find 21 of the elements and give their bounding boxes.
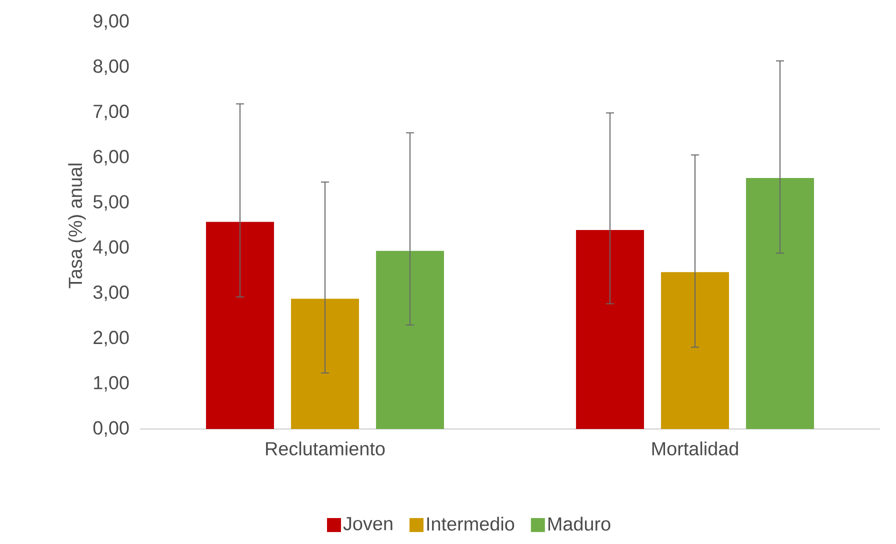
- y-tick-label: 5,00: [93, 195, 129, 211]
- bar: [746, 178, 814, 429]
- x-tick-label: Mortalidad: [652, 442, 738, 456]
- legend-label: Joven: [343, 517, 392, 530]
- y-tick-label: 0,00: [93, 421, 129, 437]
- legend-label: Intermedio: [427, 516, 514, 531]
- bar: [661, 272, 730, 429]
- bar: [576, 230, 644, 429]
- legend-label: Maduro: [548, 516, 610, 531]
- y-tick-label: 1,00: [94, 376, 129, 392]
- bar: [206, 222, 274, 429]
- y-tick-label: 2,00: [94, 330, 129, 346]
- y-tick-label: 8,00: [93, 59, 129, 76]
- y-tick-label: 7,00: [94, 104, 129, 120]
- y-tick-label: 3,00: [93, 286, 129, 302]
- y-tick-label: 4,00: [93, 240, 129, 256]
- bar: [376, 250, 444, 429]
- y-tick-label: 6,00: [94, 150, 129, 166]
- y-axis-title: Tasa (%) anual: [68, 164, 86, 288]
- y-tick-label: 9,00: [94, 14, 129, 30]
- x-tick-label: Reclutamiento: [266, 442, 385, 456]
